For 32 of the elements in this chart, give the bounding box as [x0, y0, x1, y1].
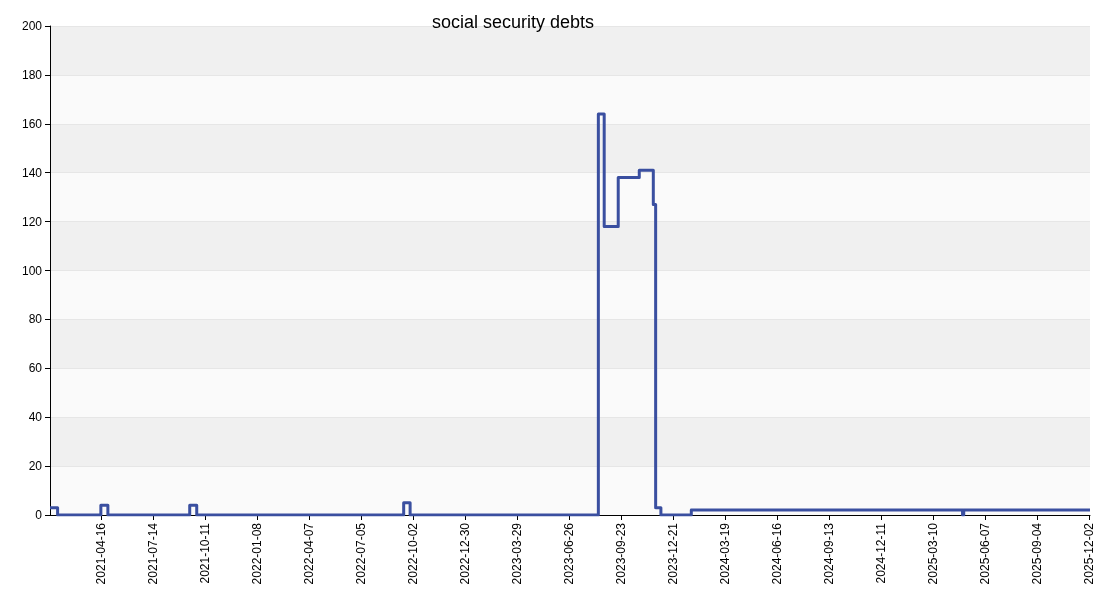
- y-tick-label: 0: [35, 508, 43, 522]
- x-tick-label: 2022-01-08: [249, 522, 264, 585]
- x-tick-label: 2023-09-23: [614, 522, 629, 585]
- y-tick-label: 80: [28, 312, 43, 327]
- y-tick-label: 200: [21, 19, 43, 33]
- y-tick-label: 100: [21, 263, 43, 278]
- x-tick-label: 2024-06-16: [770, 522, 785, 585]
- x-tick-label: 2022-12-30: [458, 522, 473, 585]
- x-tick-label: 2025-06-07: [978, 522, 993, 585]
- x-tick-label: 2025-03-10: [926, 522, 941, 585]
- x-tick-label: 2023-12-21: [666, 522, 681, 585]
- x-tick-label: 2021-07-14: [145, 522, 160, 585]
- x-tick-label: 2023-03-29: [510, 522, 525, 585]
- chart-title: social security debts: [431, 12, 595, 32]
- x-tick-label: 2022-04-07: [301, 522, 316, 585]
- x-tick-label: 2024-09-13: [822, 522, 837, 585]
- x-tick-label: 2023-06-26: [562, 522, 577, 585]
- x-tick-label: 2025-09-04: [1030, 522, 1045, 585]
- x-tick-label: 2025-12-02: [1082, 522, 1097, 585]
- x-tick-label: 2021-04-16: [93, 522, 108, 585]
- y-tick-label: 120: [21, 214, 43, 229]
- y-tick-label: 20: [28, 459, 43, 474]
- x-tick-label: 2022-07-05: [354, 522, 369, 585]
- x-tick-label: 2024-12-11: [874, 522, 889, 584]
- y-tick-label: 180: [21, 67, 43, 82]
- y-tick-label: 60: [28, 361, 43, 376]
- x-tick-label: 2024-03-19: [718, 522, 733, 585]
- y-tick-label: 140: [21, 165, 43, 180]
- y-tick-label: 160: [21, 116, 43, 131]
- x-tick-label: 2022-10-02: [406, 522, 421, 585]
- x-tick-label: 2021-10-11: [197, 522, 212, 584]
- y-tick-label: 40: [28, 410, 43, 425]
